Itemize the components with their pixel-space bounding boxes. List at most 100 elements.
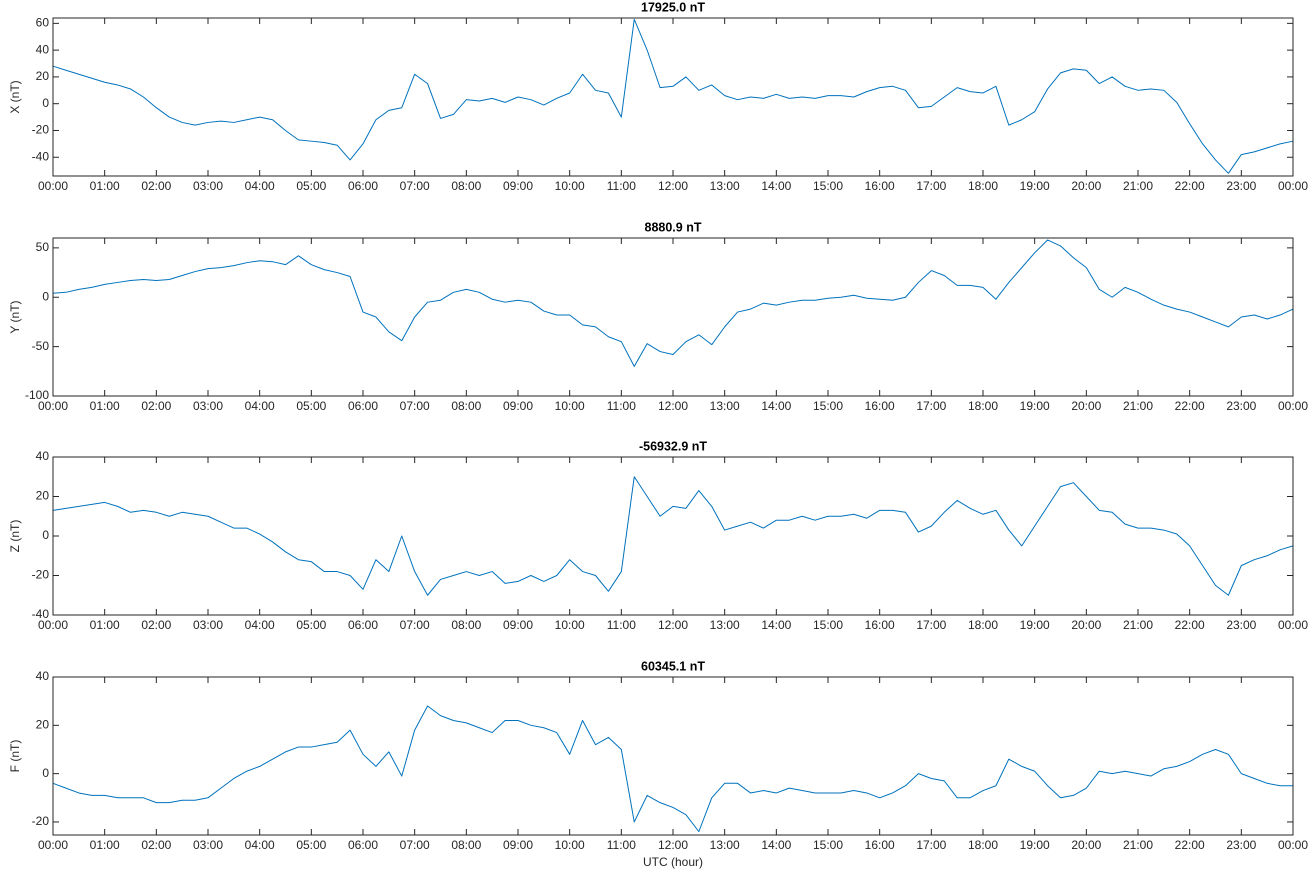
x-tick-label: 10:00 [555,838,585,852]
x-tick-label: 20:00 [1071,618,1101,632]
x-tick-label: 22:00 [1175,179,1205,193]
y-tick-label: 0 [42,528,49,542]
x-tick-label: 02:00 [141,618,171,632]
x-tick-label: 12:00 [658,399,688,413]
x-tick-label: 02:00 [141,179,171,193]
x-tick-label: 22:00 [1175,618,1205,632]
x-tick-label: 00:00 [1278,838,1308,852]
x-tick-label: 05:00 [296,838,326,852]
x-tick-label: 16:00 [865,618,895,632]
x-tick-label: 02:00 [141,399,171,413]
x-tick-label: 07:00 [400,179,430,193]
chart-title: 60345.1 nT [641,659,705,673]
x-tick-label: 17:00 [916,399,946,413]
x-tick-label: 12:00 [658,618,688,632]
x-tick-label: 00:00 [1278,399,1308,413]
chart-title: 17925.0 nT [641,0,705,14]
y-tick-label: -20 [32,814,50,828]
data-line [52,239,1294,367]
x-tick-label: 08:00 [451,399,481,413]
y-tick-label: 0 [42,96,49,110]
x-tick-label: 03:00 [193,618,223,632]
x-tick-label: 22:00 [1175,399,1205,413]
x-tick-label: 03:00 [193,838,223,852]
x-tick-label: 18:00 [968,399,998,413]
x-tick-label: 17:00 [916,838,946,852]
y-axis-label: Y (nT) [8,300,22,333]
y-tick-label: 20 [36,69,50,83]
x-tick-label: 23:00 [1226,399,1256,413]
axes-box [52,237,1294,397]
y-tick-label: -40 [32,607,50,621]
y-tick-label: 50 [36,240,50,254]
x-tick-label: 20:00 [1071,838,1101,852]
x-tick-label: 11:00 [607,618,636,632]
y-tick-label: 40 [36,449,50,463]
x-tick-label: 19:00 [1020,399,1050,413]
x-tick-label: 20:00 [1071,179,1101,193]
x-tick-label: 11:00 [607,838,636,852]
y-tick-label: -20 [32,568,50,582]
x-tick-label: 11:00 [607,179,636,193]
x-tick-label: 14:00 [761,618,791,632]
axes-box [52,456,1294,616]
x-tick-label: 13:00 [710,179,740,193]
x-tick-label: 19:00 [1020,618,1050,632]
x-tick-label: 00:00 [38,838,68,852]
axes-box [52,676,1294,836]
x-tick-label: 23:00 [1226,838,1256,852]
data-line [52,705,1293,833]
x-tick-label: 14:00 [761,179,791,193]
x-tick-label: 08:00 [451,618,481,632]
x-tick-label: 01:00 [90,838,120,852]
x-tick-label: 04:00 [245,179,275,193]
x-tick-label: 16:00 [865,838,895,852]
x-tick-label: 14:00 [761,399,791,413]
x-tick-label: 06:00 [348,618,378,632]
x-tick-label: 02:00 [141,838,171,852]
x-tick-label: 08:00 [451,179,481,193]
x-tick-label: 05:00 [296,179,326,193]
x-tick-label: 15:00 [813,179,843,193]
plot-area [53,18,1293,176]
x-tick-label: 17:00 [916,618,946,632]
x-axis-label: UTC (hour) [643,855,703,869]
x-tick-label: 03:00 [193,399,223,413]
y-axis-label: X (nT) [8,80,22,113]
x-tick-label: 13:00 [710,838,740,852]
x-tick-label: 00:00 [38,618,68,632]
x-tick-label: 23:00 [1226,618,1256,632]
x-tick-label: 13:00 [710,399,740,413]
x-tick-label: 01:00 [90,399,120,413]
x-tick-label: 15:00 [813,399,843,413]
x-tick-label: 14:00 [761,838,791,852]
x-tick-label: 10:00 [555,179,585,193]
x-tick-label: 00:00 [38,399,68,413]
x-tick-label: 07:00 [400,838,430,852]
x-tick-label: 21:00 [1123,179,1153,193]
x-tick-label: 06:00 [348,179,378,193]
x-tick-label: 21:00 [1123,618,1153,632]
chart-title: -56932.9 nT [639,439,707,453]
chart-title: 8880.9 nT [645,220,702,234]
x-tick-label: 06:00 [348,399,378,413]
y-tick-label: 20 [36,717,50,731]
x-tick-label: 17:00 [916,179,946,193]
y-axis-label: F (nT) [8,740,22,773]
x-tick-label: 18:00 [968,179,998,193]
x-tick-label: 15:00 [813,838,843,852]
x-tick-label: 12:00 [658,179,688,193]
x-tick-label: 01:00 [90,618,120,632]
x-tick-label: 08:00 [451,838,481,852]
y-tick-label: 40 [36,669,50,683]
plot-area [53,677,1293,835]
x-tick-label: 16:00 [865,179,895,193]
axes-box [52,17,1294,177]
y-tick-label: 0 [42,766,49,780]
x-tick-label: 18:00 [968,618,998,632]
x-tick-label: 12:00 [658,838,688,852]
y-tick-label: -20 [32,123,50,137]
x-tick-label: 05:00 [296,399,326,413]
x-tick-label: 00:00 [1278,179,1308,193]
x-tick-label: 09:00 [503,838,533,852]
